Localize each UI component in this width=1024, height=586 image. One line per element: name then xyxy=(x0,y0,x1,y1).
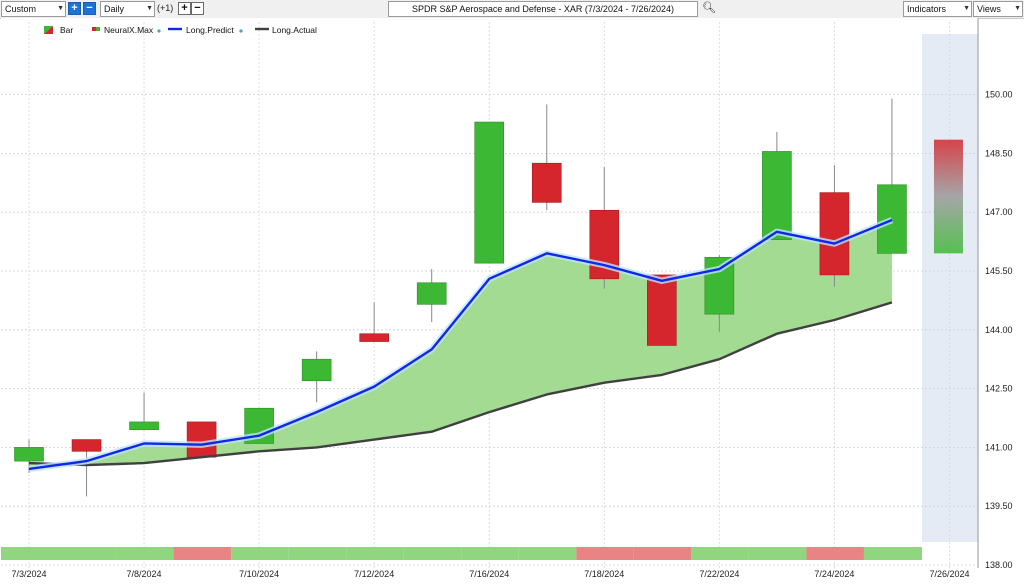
signal-segment xyxy=(863,547,922,560)
y-tick-label: 142.50 xyxy=(985,384,1013,394)
signal-segment xyxy=(58,547,117,560)
y-tick-label: 141.00 xyxy=(985,442,1013,452)
long-predict-line xyxy=(28,218,893,471)
candle-body xyxy=(762,151,792,240)
x-tick-label: 7/22/2024 xyxy=(699,569,739,579)
candle-body xyxy=(531,162,562,203)
forecast-zone xyxy=(922,34,978,542)
chevron-down-icon: ▼ xyxy=(1014,5,1021,12)
candle xyxy=(819,165,850,287)
mode-select-label: Custom xyxy=(5,4,37,14)
candle-body xyxy=(647,274,677,346)
legend-label: Long.Actual xyxy=(272,25,317,35)
candle xyxy=(762,131,792,240)
legend-label: Long.Predict xyxy=(186,25,234,35)
candle-body xyxy=(819,192,850,276)
chevron-down-icon: ▼ xyxy=(146,5,153,12)
candle-body xyxy=(359,333,389,342)
candle xyxy=(359,302,389,342)
offset-plus-button[interactable]: + xyxy=(178,2,191,15)
neuralx-max-bar xyxy=(933,139,963,254)
y-tick-label: 144.00 xyxy=(985,325,1013,335)
signal-segment xyxy=(1,547,59,560)
y-tick-label: 138.00 xyxy=(985,560,1013,570)
bar-legend-icon xyxy=(44,26,53,34)
indicators-label: Indicators xyxy=(907,4,947,14)
signal-segment xyxy=(346,547,404,560)
long-actual-line xyxy=(28,301,893,467)
views-label: Views xyxy=(977,4,1001,14)
signal-segment xyxy=(403,547,462,560)
views-button[interactable]: Views ▼ xyxy=(973,1,1023,17)
candle xyxy=(186,421,217,458)
y-tick-label: 139.50 xyxy=(985,501,1013,511)
signal-segment xyxy=(116,547,174,560)
toolbar: Custom ▼ + − Daily ▼ (+1) + − SPDR S&P A… xyxy=(0,0,1024,19)
candle xyxy=(647,274,677,346)
price-chart[interactable]: 138.00 139.50 141.00 142.50 144.00 145.50 147.… xyxy=(0,18,1024,586)
search-icon[interactable]: 🔍︎ xyxy=(702,2,716,14)
signal-segment xyxy=(806,547,864,560)
candle-body xyxy=(14,447,44,462)
candle xyxy=(129,392,159,431)
neuralx-legend-icon xyxy=(96,27,100,31)
candle-body xyxy=(301,358,332,382)
x-tick-label: 7/26/2024 xyxy=(929,569,969,579)
signal-segment xyxy=(288,547,347,560)
chevron-down-icon: ▼ xyxy=(57,5,64,12)
chevron-down-icon: ▼ xyxy=(963,5,970,12)
y-tick-label: 145.50 xyxy=(985,266,1013,276)
candle xyxy=(301,351,332,403)
legend-label: Bar xyxy=(60,25,73,35)
candle-body xyxy=(129,421,159,431)
offset-minus-button[interactable]: − xyxy=(191,2,204,15)
candle-body xyxy=(186,421,217,458)
offset-label: (+1) xyxy=(157,3,174,13)
candle xyxy=(531,104,562,211)
x-tick-label: 7/8/2024 xyxy=(127,569,162,579)
signal-segment xyxy=(461,547,519,560)
y-tick-label: 148.50 xyxy=(985,148,1013,158)
y-tick-label: 147.00 xyxy=(985,207,1013,217)
mode-select[interactable]: Custom ▼ xyxy=(1,1,66,17)
signal-segment xyxy=(748,547,807,560)
candle-body xyxy=(474,121,505,264)
candle xyxy=(71,439,102,497)
symbol-title[interactable]: SPDR S&P Aerospace and Defense - XAR (7/… xyxy=(388,1,698,17)
x-tick-label: 7/3/2024 xyxy=(11,569,46,579)
signal-segment xyxy=(173,547,232,560)
x-tick-label: 7/24/2024 xyxy=(814,569,854,579)
interval-select-label: Daily xyxy=(104,4,125,14)
candle xyxy=(416,269,447,322)
legend-dot xyxy=(157,29,161,33)
zoom-out-button[interactable]: − xyxy=(83,2,96,15)
signal-segment xyxy=(576,547,634,560)
candle xyxy=(877,98,907,254)
zoom-in-button[interactable]: + xyxy=(68,2,81,15)
x-tick-label: 7/16/2024 xyxy=(469,569,509,579)
legend xyxy=(44,26,269,34)
candle-body xyxy=(877,184,907,254)
interval-select[interactable]: Daily ▼ xyxy=(100,1,155,17)
candle-body xyxy=(416,282,447,305)
legend-dot xyxy=(239,29,243,33)
x-tick-label: 7/10/2024 xyxy=(239,569,279,579)
y-tick-label: 150.00 xyxy=(985,90,1013,100)
candle xyxy=(474,121,505,264)
signal-segment xyxy=(633,547,692,560)
signal-segment xyxy=(691,547,749,560)
neuralx-legend-icon xyxy=(92,27,96,31)
x-tick-label: 7/18/2024 xyxy=(584,569,624,579)
signal-segment xyxy=(231,547,289,560)
legend-label: NeuralX.Max xyxy=(104,25,154,35)
indicators-button[interactable]: Indicators ▼ xyxy=(903,1,972,17)
candle-body xyxy=(71,439,102,452)
signal-segment xyxy=(518,547,577,560)
x-tick-label: 7/12/2024 xyxy=(354,569,394,579)
